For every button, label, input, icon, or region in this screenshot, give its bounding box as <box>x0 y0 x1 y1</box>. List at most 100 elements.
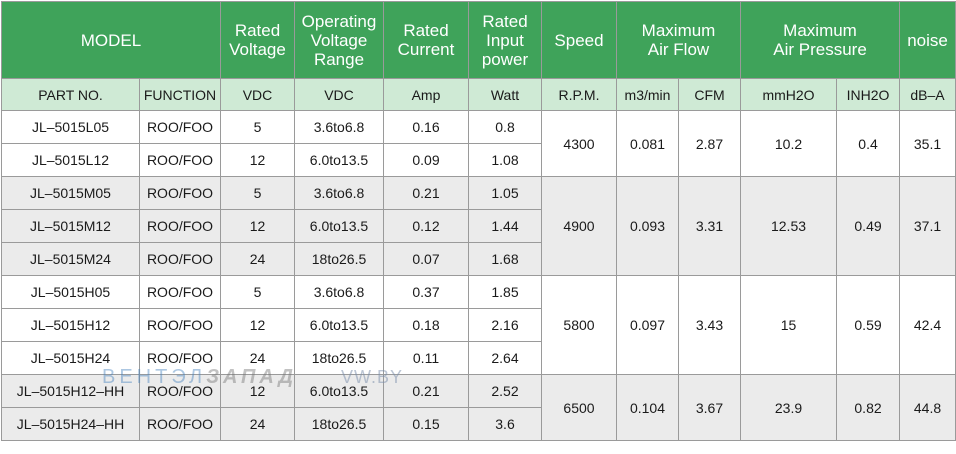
cell-current: 0.21 <box>383 176 469 210</box>
cell-voltage-range: 6.0to13.5 <box>294 209 384 243</box>
cell-power: 1.68 <box>468 242 542 276</box>
cell-pressure-mm: 15 <box>740 275 838 375</box>
cell-rated-voltage: 5 <box>220 110 295 144</box>
cell-part-no: JL–5015M05 <box>1 176 140 210</box>
unit-pressure-in: INH2O <box>836 78 901 111</box>
table-row: JL–5015H05 ROO/FOO 5 3.6to6.8 0.37 1.85 … <box>1 275 956 375</box>
table-row: JL–5015H24–HH ROO/FOO 24 18to26.5 0.15 3… <box>1 407 956 441</box>
cell-flow-m3: 0.081 <box>616 110 679 177</box>
cell-current: 0.16 <box>383 110 469 144</box>
table-row: JL–5015H12–HH ROO/FOO 12 6.0to13.5 0.21 … <box>1 374 956 441</box>
cell-power: 2.64 <box>468 341 542 375</box>
cell-part-no: JL–5015L12 <box>1 143 140 177</box>
cell-current: 0.18 <box>383 308 469 342</box>
unit-rated-voltage: VDC <box>220 78 295 111</box>
cell-rated-voltage: 12 <box>220 209 295 243</box>
unit-noise: dB–A <box>899 78 956 111</box>
cell-part-no: JL–5015H24–HH <box>1 407 140 441</box>
cell-rated-voltage: 5 <box>220 176 295 210</box>
table-row: JL–5015H24 ROO/FOO 24 18to26.5 0.11 2.64 <box>1 341 956 375</box>
cell-voltage-range: 3.6to6.8 <box>294 176 384 210</box>
header-max-air-flow: Maximum Air Flow <box>615 1 742 79</box>
cell-current: 0.37 <box>383 275 469 309</box>
cell-flow-cfm: 3.43 <box>677 275 742 375</box>
cell-part-no: JL–5015H12–HH <box>1 374 140 408</box>
cell-function: ROO/FOO <box>139 209 221 243</box>
cell-power: 0.8 <box>468 110 542 144</box>
unit-operating-voltage: VDC <box>294 78 384 111</box>
cell-speed: 4900 <box>541 176 617 276</box>
cell-pressure-in: 0.82 <box>836 374 901 441</box>
cell-noise: 37.1 <box>899 176 956 276</box>
unit-flow-m3: m3/min <box>616 78 679 111</box>
table-row: JL–5015L05 ROO/FOO 5 3.6to6.8 0.16 0.8 4… <box>1 110 956 177</box>
cell-voltage-range: 3.6to6.8 <box>294 110 384 144</box>
cell-power: 1.85 <box>468 275 542 309</box>
cell-power: 3.6 <box>468 407 542 441</box>
units-row: PART NO. FUNCTION VDC VDC Amp Watt R.P.M… <box>1 78 956 111</box>
cell-pressure-mm: 23.9 <box>740 374 838 441</box>
unit-function: FUNCTION <box>139 78 221 111</box>
cell-current: 0.09 <box>383 143 469 177</box>
cell-voltage-range: 6.0to13.5 <box>294 308 384 342</box>
header-rated-input-power: Rated Input power <box>468 1 542 79</box>
cell-part-no: JL–5015L05 <box>1 110 140 144</box>
cell-noise: 44.8 <box>899 374 956 441</box>
cell-speed: 6500 <box>541 374 617 441</box>
cell-function: ROO/FOO <box>139 275 221 309</box>
cell-function: ROO/FOO <box>139 308 221 342</box>
table-row: JL–5015L12 ROO/FOO 12 6.0to13.5 0.09 1.0… <box>1 143 956 177</box>
cell-function: ROO/FOO <box>139 341 221 375</box>
cell-current: 0.15 <box>383 407 469 441</box>
cell-voltage-range: 3.6to6.8 <box>294 275 384 309</box>
cell-flow-m3: 0.104 <box>616 374 679 441</box>
cell-flow-cfm: 3.67 <box>677 374 742 441</box>
cell-current: 0.07 <box>383 242 469 276</box>
cell-voltage-range: 18to26.5 <box>294 407 384 441</box>
cell-pressure-in: 0.59 <box>836 275 901 375</box>
cell-voltage-range: 18to26.5 <box>294 341 384 375</box>
unit-pressure-mm: mmH2O <box>740 78 838 111</box>
header-model: MODEL <box>1 1 221 79</box>
cell-voltage-range: 6.0to13.5 <box>294 374 384 408</box>
cell-speed: 5800 <box>541 275 617 375</box>
cell-pressure-mm: 12.53 <box>740 176 838 276</box>
header-max-air-pressure: Maximum Air Pressure <box>740 1 901 79</box>
cell-part-no: JL–5015M24 <box>1 242 140 276</box>
cell-rated-voltage: 12 <box>220 143 295 177</box>
cell-function: ROO/FOO <box>139 374 221 408</box>
table-row: JL–5015M12 ROO/FOO 12 6.0to13.5 0.12 1.4… <box>1 209 956 243</box>
cell-part-no: JL–5015H24 <box>1 341 140 375</box>
cell-rated-voltage: 24 <box>220 407 295 441</box>
cell-current: 0.11 <box>383 341 469 375</box>
spec-table: MODEL Rated Voltage Operating Voltage Range… <box>1 1 956 441</box>
cell-pressure-in: 0.49 <box>836 176 901 276</box>
cell-noise: 35.1 <box>899 110 956 177</box>
cell-function: ROO/FOO <box>139 407 221 441</box>
cell-speed: 4300 <box>541 110 617 177</box>
cell-current: 0.12 <box>383 209 469 243</box>
cell-rated-voltage: 12 <box>220 308 295 342</box>
cell-rated-voltage: 12 <box>220 374 295 408</box>
cell-flow-m3: 0.097 <box>616 275 679 375</box>
unit-current: Amp <box>383 78 469 111</box>
unit-speed: R.P.M. <box>541 78 617 111</box>
table-row: JL–5015H12 ROO/FOO 12 6.0to13.5 0.18 2.1… <box>1 308 956 342</box>
cell-rated-voltage: 5 <box>220 275 295 309</box>
cell-part-no: JL–5015H05 <box>1 275 140 309</box>
cell-power: 1.05 <box>468 176 542 210</box>
cell-function: ROO/FOO <box>139 143 221 177</box>
cell-power: 1.44 <box>468 209 542 243</box>
cell-rated-voltage: 24 <box>220 242 295 276</box>
cell-voltage-range: 18to26.5 <box>294 242 384 276</box>
cell-rated-voltage: 24 <box>220 341 295 375</box>
header-operating-voltage: Operating Voltage Range <box>294 1 384 79</box>
cell-flow-m3: 0.093 <box>616 176 679 276</box>
cell-power: 1.08 <box>468 143 542 177</box>
cell-voltage-range: 6.0to13.5 <box>294 143 384 177</box>
unit-power: Watt <box>468 78 542 111</box>
table-row: JL–5015M05 ROO/FOO 5 3.6to6.8 0.21 1.05 … <box>1 176 956 276</box>
cell-power: 2.16 <box>468 308 542 342</box>
cell-flow-cfm: 3.31 <box>677 176 742 276</box>
cell-part-no: JL–5015M12 <box>1 209 140 243</box>
